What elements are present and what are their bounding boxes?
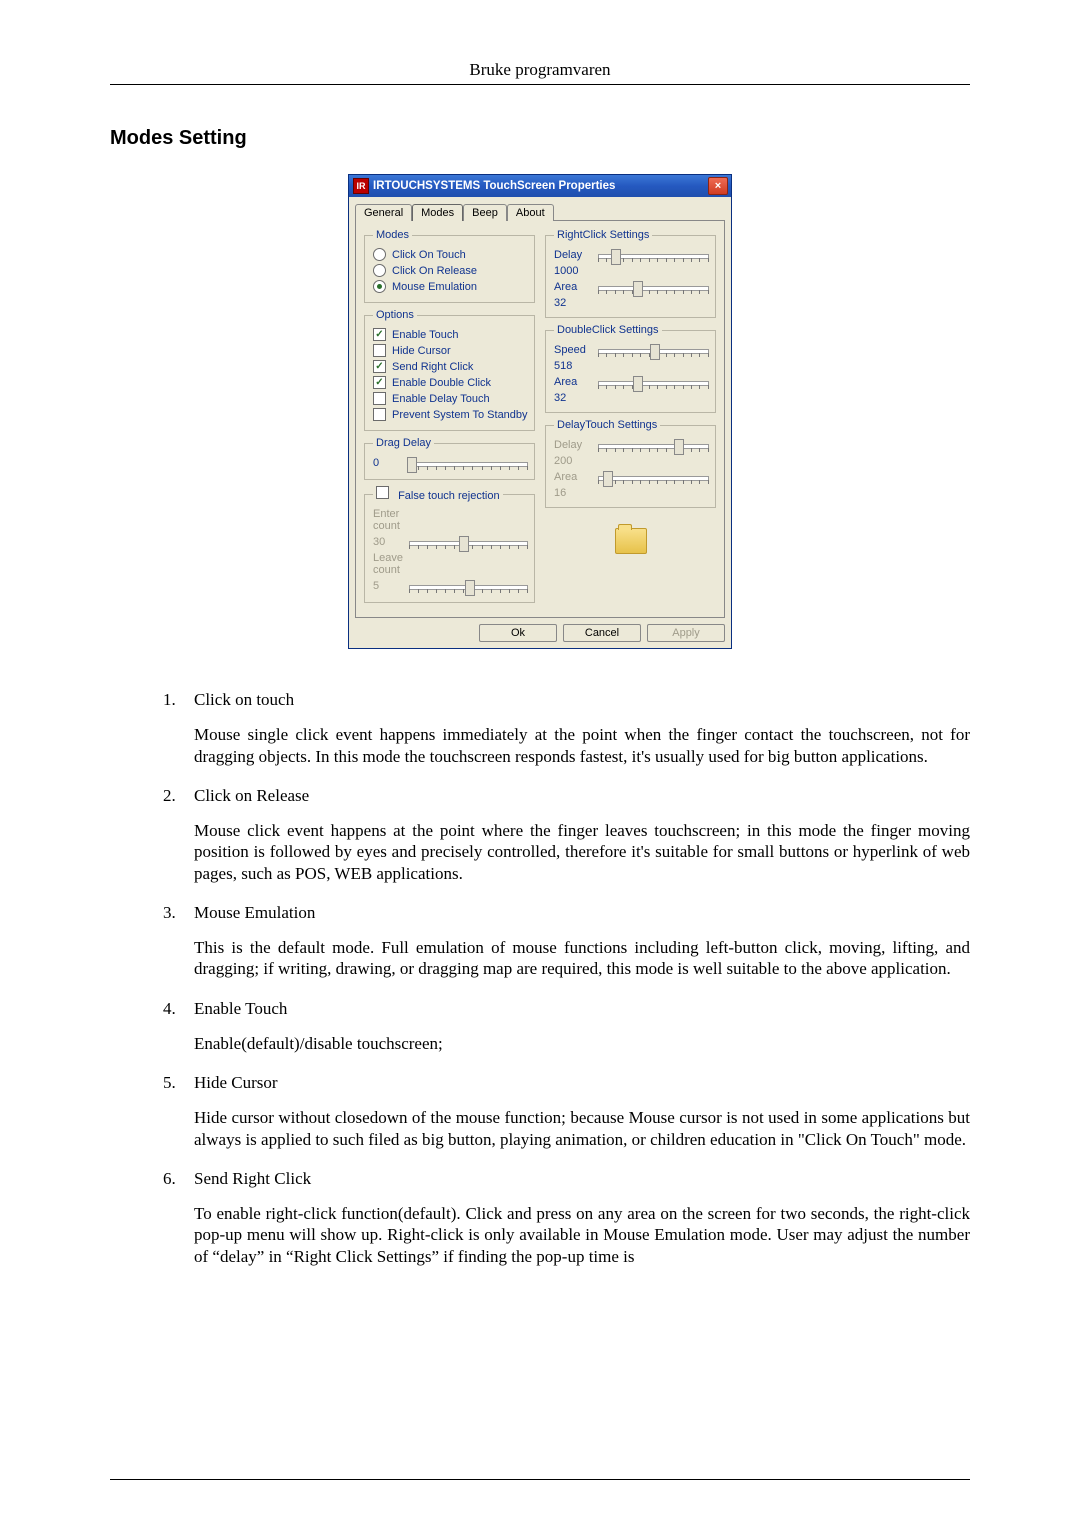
- list-term: Mouse Emulation: [194, 902, 970, 923]
- option-label-2: Send Right Click: [392, 361, 473, 373]
- list-item: Click on Release Mouse click event happen…: [180, 785, 970, 884]
- dc-area-label: Area: [554, 376, 592, 388]
- option-checkbox-5[interactable]: [373, 408, 386, 421]
- rc-area-label: Area: [554, 281, 592, 293]
- rc-area-value: 32: [554, 297, 584, 309]
- list-body: Hide cursor without closedown of the mou…: [194, 1107, 970, 1150]
- list-item: Hide Cursor Hide cursor without closedown…: [180, 1072, 970, 1150]
- list-item: Mouse Emulation This is the default mode.…: [180, 902, 970, 980]
- list-body: Mouse single click event happens immedia…: [194, 724, 970, 767]
- list-body: Enable(default)/disable touchscreen;: [194, 1033, 970, 1054]
- option-label-0: Enable Touch: [392, 329, 458, 341]
- tab-strip: General Modes Beep About: [349, 197, 731, 220]
- list-term: Click on Release: [194, 785, 970, 806]
- dc-area-slider[interactable]: [598, 374, 709, 390]
- list-item: Enable Touch Enable(default)/disable touc…: [180, 998, 970, 1055]
- list-body: To enable right-click function(default).…: [194, 1203, 970, 1267]
- footer-rule: [110, 1479, 970, 1481]
- description-list: Click on touch Mouse single click event h…: [180, 689, 970, 1267]
- leave-count-value: 5: [373, 580, 403, 592]
- modes-group: Modes Click On Touch Click On Release Mous…: [364, 229, 535, 303]
- apply-button[interactable]: Apply: [647, 624, 725, 642]
- close-icon[interactable]: ×: [708, 177, 728, 195]
- delaytouch-legend: DelayTouch Settings: [554, 419, 660, 431]
- list-term: Enable Touch: [194, 998, 970, 1019]
- leave-count-label: Leave count: [373, 552, 411, 576]
- dialog-buttons: Ok Cancel Apply: [349, 618, 731, 648]
- false-touch-group: False touch rejection Enter count 30 Lea…: [364, 486, 535, 603]
- options-group: Options ✓ Enable Touch Hide Cursor ✓ Send Ri…: [364, 309, 535, 431]
- options-legend: Options: [373, 309, 417, 321]
- drag-delay-legend: Drag Delay: [373, 437, 434, 449]
- rc-delay-value: 1000: [554, 265, 584, 277]
- option-checkbox-0[interactable]: ✓: [373, 328, 386, 341]
- list-term: Click on touch: [194, 689, 970, 710]
- dt-delay-slider[interactable]: [598, 437, 709, 453]
- mode-radio-0[interactable]: [373, 248, 386, 261]
- enter-count-label: Enter count: [373, 508, 411, 532]
- dialog-window: IR IRTOUCHSYSTEMS TouchScreen Properties…: [348, 174, 732, 649]
- list-item: Click on touch Mouse single click event h…: [180, 689, 970, 767]
- tab-modes[interactable]: Modes: [412, 204, 463, 221]
- option-checkbox-1[interactable]: [373, 344, 386, 357]
- list-body: This is the default mode. Full emulation…: [194, 937, 970, 980]
- dc-speed-value: 518: [554, 360, 584, 372]
- tab-beep[interactable]: Beep: [463, 204, 507, 221]
- option-checkbox-2[interactable]: ✓: [373, 360, 386, 373]
- drag-delay-value: 0: [373, 457, 403, 469]
- doubleclick-group: DoubleClick Settings Speed 518 Area 32: [545, 324, 716, 413]
- rc-area-slider[interactable]: [598, 279, 709, 295]
- app-icon: IR: [353, 178, 369, 194]
- leave-count-slider[interactable]: [409, 578, 528, 594]
- rc-delay-slider[interactable]: [598, 247, 709, 263]
- list-body: Mouse click event happens at the point w…: [194, 820, 970, 884]
- ok-button[interactable]: Ok: [479, 624, 557, 642]
- option-label-5: Prevent System To Standby: [392, 409, 528, 421]
- window-title: IRTOUCHSYSTEMS TouchScreen Properties: [373, 180, 708, 192]
- enter-count-slider[interactable]: [409, 534, 528, 550]
- dc-speed-slider[interactable]: [598, 342, 709, 358]
- rightclick-legend: RightClick Settings: [554, 229, 652, 241]
- mode-label-2: Mouse Emulation: [392, 281, 477, 293]
- option-checkbox-4[interactable]: [373, 392, 386, 405]
- false-touch-checkbox[interactable]: [376, 486, 389, 499]
- mode-radio-2[interactable]: [373, 280, 386, 293]
- dt-delay-value: 200: [554, 455, 584, 467]
- tab-general[interactable]: General: [355, 204, 412, 221]
- list-term: Send Right Click: [194, 1168, 970, 1189]
- dt-area-label: Area: [554, 471, 592, 483]
- list-item: Send Right Click To enable right-click fu…: [180, 1168, 970, 1267]
- dt-area-value: 16: [554, 487, 584, 499]
- doubleclick-legend: DoubleClick Settings: [554, 324, 662, 336]
- modes-legend: Modes: [373, 229, 412, 241]
- dt-delay-label: Delay: [554, 439, 592, 451]
- page-header: Bruke programvaren: [110, 60, 970, 85]
- enter-count-value: 30: [373, 536, 403, 548]
- tab-about[interactable]: About: [507, 204, 554, 221]
- dt-area-slider[interactable]: [598, 469, 709, 485]
- section-title: Modes Setting: [110, 127, 970, 150]
- option-label-1: Hide Cursor: [392, 345, 451, 357]
- false-touch-legend: False touch rejection: [373, 486, 503, 502]
- mode-label-1: Click On Release: [392, 265, 477, 277]
- mode-radio-1[interactable]: [373, 264, 386, 277]
- delaytouch-group: DelayTouch Settings Delay 200 Area 16: [545, 419, 716, 508]
- drag-delay-slider[interactable]: [409, 455, 528, 471]
- list-term: Hide Cursor: [194, 1072, 970, 1093]
- tab-panel: Modes Click On Touch Click On Release Mous…: [355, 220, 725, 618]
- option-label-3: Enable Double Click: [392, 377, 491, 389]
- rightclick-group: RightClick Settings Delay 1000 Area 32: [545, 229, 716, 318]
- option-label-4: Enable Delay Touch: [392, 393, 490, 405]
- cancel-button[interactable]: Cancel: [563, 624, 641, 642]
- dc-area-value: 32: [554, 392, 584, 404]
- rc-delay-label: Delay: [554, 249, 592, 261]
- titlebar[interactable]: IR IRTOUCHSYSTEMS TouchScreen Properties…: [349, 175, 731, 197]
- dc-speed-label: Speed: [554, 344, 592, 356]
- folder-icon[interactable]: [615, 528, 647, 554]
- drag-delay-group: Drag Delay 0: [364, 437, 535, 480]
- option-checkbox-3[interactable]: ✓: [373, 376, 386, 389]
- mode-label-0: Click On Touch: [392, 249, 466, 261]
